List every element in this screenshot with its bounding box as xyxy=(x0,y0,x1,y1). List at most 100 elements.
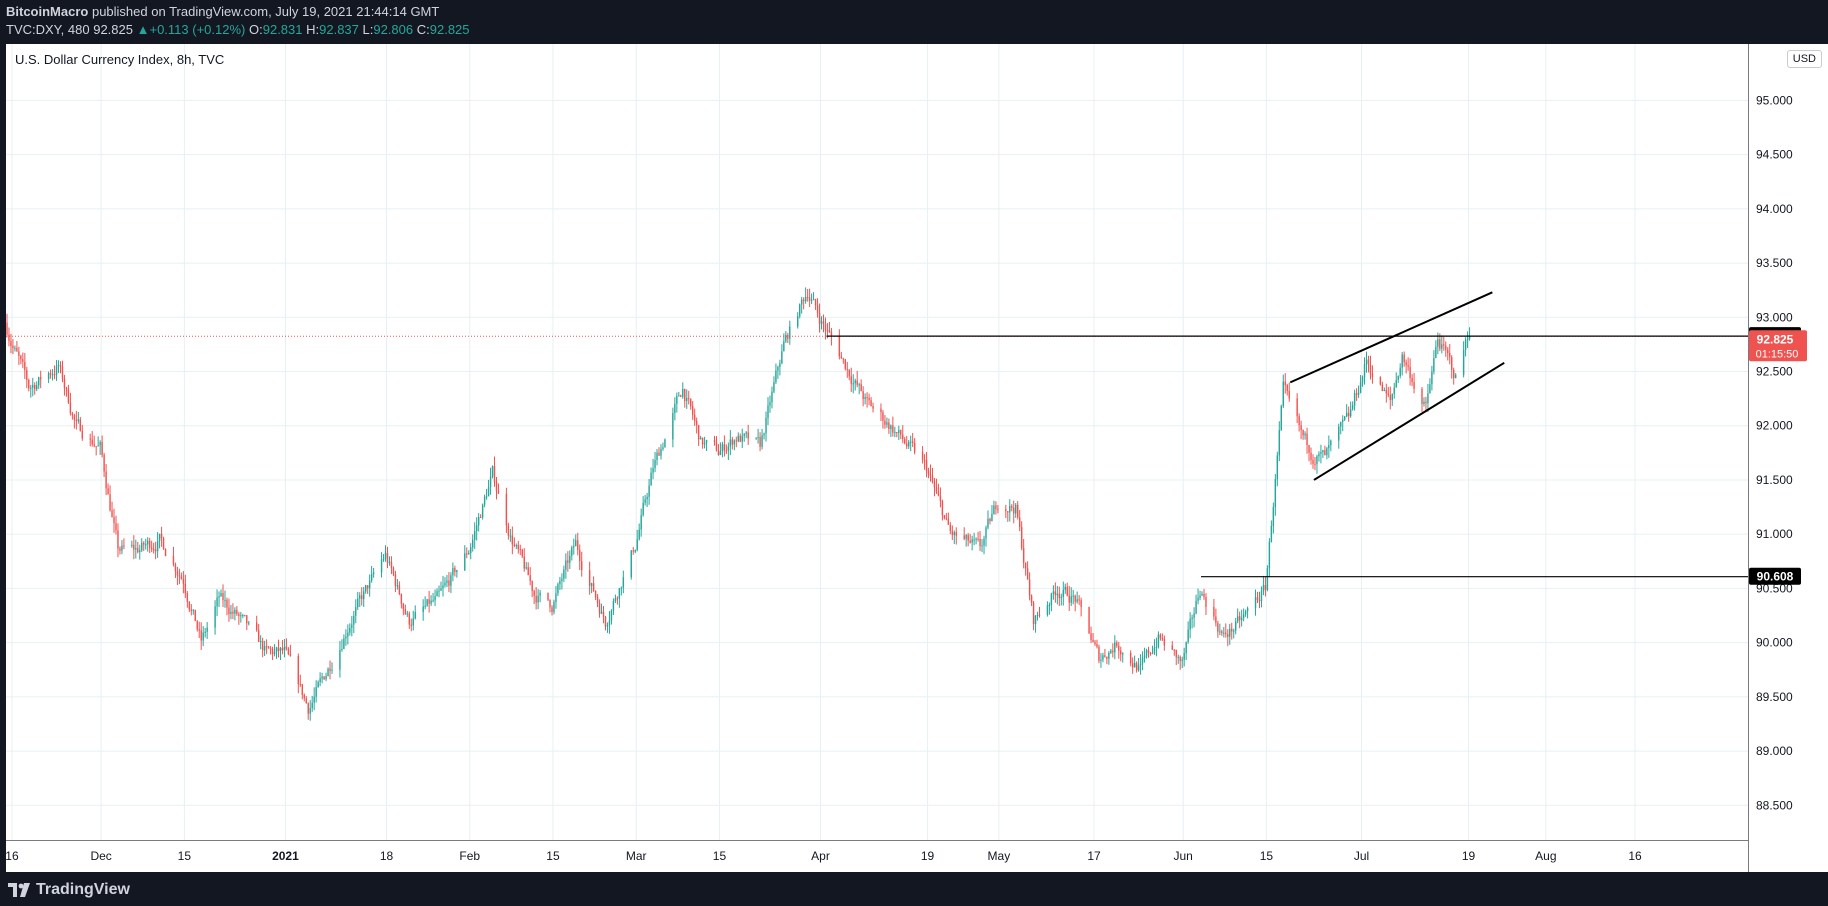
candle-body xyxy=(1221,631,1223,634)
currency-badge[interactable]: USD xyxy=(1786,50,1822,68)
candle-body xyxy=(51,374,54,376)
candle-body xyxy=(444,582,446,586)
candle-body xyxy=(59,365,62,367)
x-tick-label: 16 xyxy=(1628,849,1642,863)
candle-body xyxy=(388,561,391,563)
candle-body xyxy=(612,601,615,611)
candle-body xyxy=(481,504,484,518)
candle-body xyxy=(872,406,874,409)
candle-body xyxy=(723,444,726,451)
candle-body xyxy=(152,549,155,551)
author-name[interactable]: BitcoinMacro xyxy=(6,4,89,19)
tradingview-logo[interactable]: TradingView xyxy=(8,880,130,900)
candle-body xyxy=(561,578,563,581)
candle-body xyxy=(79,419,82,431)
candle-body xyxy=(368,580,371,589)
candle-body xyxy=(931,475,934,482)
chart-area[interactable]: 95.000 94.500 94.000 93.500 93.000 92.500 92.0… xyxy=(6,44,1828,872)
candle-body xyxy=(703,442,706,445)
candle-body xyxy=(1009,506,1011,513)
y-tick-label: 92.500 xyxy=(1756,365,1793,379)
candle-body xyxy=(313,696,315,703)
candle-body xyxy=(475,525,478,532)
candle-body xyxy=(366,585,369,589)
high-label: H: xyxy=(306,22,320,37)
candle-body xyxy=(434,596,436,601)
candle-body xyxy=(73,415,76,420)
candle-body xyxy=(965,535,967,539)
candle-body xyxy=(283,646,286,651)
candle-body xyxy=(301,684,303,695)
candle-body xyxy=(1038,614,1041,616)
candle-body xyxy=(769,402,771,406)
candle-body xyxy=(1401,354,1403,368)
candle-body xyxy=(97,445,99,447)
candle-body xyxy=(240,615,242,617)
candle-body xyxy=(1225,632,1227,635)
candle-body xyxy=(800,299,803,305)
candle-body xyxy=(404,609,407,614)
candle-body xyxy=(1205,597,1207,607)
candle-body xyxy=(892,425,894,433)
candle-body xyxy=(515,545,518,547)
candle-body xyxy=(935,487,938,492)
candle-body xyxy=(1357,392,1360,395)
candle-body xyxy=(238,614,240,617)
candle-body xyxy=(398,585,401,594)
candle-body xyxy=(1227,634,1229,637)
x-tick-label: Aug xyxy=(1535,849,1556,863)
candle-body xyxy=(392,567,395,575)
candle-body xyxy=(339,649,341,670)
candle-body xyxy=(785,334,787,342)
candle-body xyxy=(745,432,747,434)
candle-body xyxy=(672,413,674,440)
candle-body xyxy=(1383,389,1386,392)
candle-body xyxy=(890,425,892,430)
candle-body xyxy=(1462,350,1465,375)
candle-body xyxy=(1342,419,1344,422)
candle-body xyxy=(329,668,331,671)
publish-line: BitcoinMacro published on TradingView.co… xyxy=(6,4,439,19)
candle-body xyxy=(1147,650,1150,653)
candle-body xyxy=(230,611,232,615)
candle-body xyxy=(789,326,791,339)
candle-body xyxy=(995,505,997,509)
candle-body xyxy=(10,341,12,346)
candle-body xyxy=(1052,591,1055,594)
candle-body xyxy=(816,305,819,313)
candle-body xyxy=(977,538,979,540)
candle-body xyxy=(1016,504,1019,518)
candle-body xyxy=(1454,374,1457,379)
candle-body xyxy=(733,440,736,445)
candle-body xyxy=(509,535,512,537)
candle-body xyxy=(113,517,115,524)
candle-body xyxy=(539,592,541,596)
candle-body xyxy=(898,430,900,433)
candle-body xyxy=(196,621,198,630)
candle-body xyxy=(949,524,952,532)
candle-body xyxy=(394,574,397,586)
candle-body xyxy=(1288,390,1290,399)
candle-body xyxy=(1135,663,1138,671)
candle-body xyxy=(1056,593,1059,596)
y-tick-label: 94.000 xyxy=(1756,202,1793,216)
y-tick-label: 92.000 xyxy=(1756,419,1793,433)
candle-body xyxy=(701,437,704,445)
candle-body xyxy=(1399,367,1401,377)
candle-body xyxy=(69,402,72,414)
candle-body xyxy=(123,545,125,547)
chart-canvas[interactable]: 95.000 94.500 94.000 93.500 93.000 92.500 92.0… xyxy=(6,44,1828,872)
candle-body xyxy=(808,297,811,301)
candle-body xyxy=(150,547,153,550)
candle-body xyxy=(1185,642,1187,654)
candle-body xyxy=(8,334,10,342)
candle-body xyxy=(1116,642,1118,646)
candle-body xyxy=(242,614,244,616)
candle-body xyxy=(937,491,940,496)
last-price-label: 92.825 xyxy=(1757,332,1794,346)
candle-body xyxy=(925,460,928,471)
candle-body xyxy=(361,595,363,600)
candle-body xyxy=(945,518,948,520)
candle-body xyxy=(1193,613,1195,618)
open-value: 92.831 xyxy=(262,22,303,37)
